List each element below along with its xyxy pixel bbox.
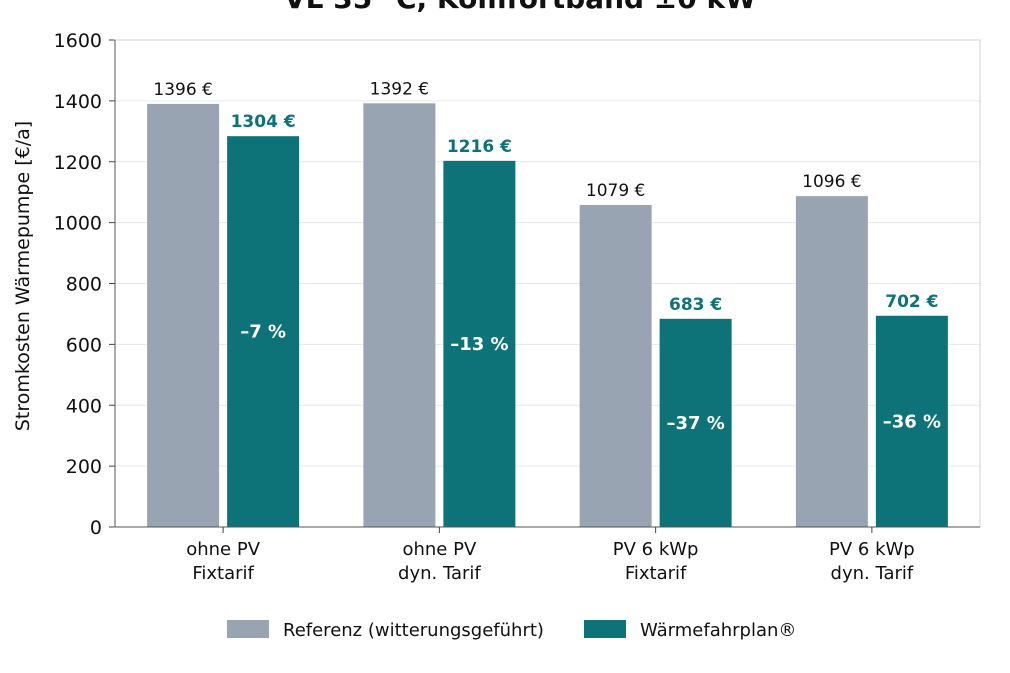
- y-axis-label: Stromkosten Wärmepumpe [€/a]: [12, 121, 34, 431]
- legend-label: Referenz (witterungsgeführt): [283, 620, 544, 641]
- chart-title: VL 35 °C, Komfortband ±0 kW: [284, 0, 756, 15]
- bar-waermefahrplan: [875, 315, 948, 527]
- legend-label: Wärmefahrplan®: [640, 620, 796, 641]
- data-label: 702 €: [885, 292, 938, 312]
- change-label: –37 %: [666, 413, 724, 434]
- change-label: –7 %: [240, 322, 286, 343]
- y-tick-label: 1600: [54, 30, 102, 52]
- data-label: 1096 €: [802, 172, 861, 192]
- change-label: –36 %: [883, 411, 941, 432]
- axes: 0 200 400 600 800 1000 1200 1400 1600 ohne PV Fixt…: [54, 30, 981, 584]
- x-tick-label: dyn. Tarif: [831, 563, 914, 584]
- data-label: 1392 €: [370, 79, 429, 99]
- x-tick-label: PV 6 kWp: [613, 539, 699, 560]
- y-tick-label: 400: [66, 395, 102, 417]
- legend: Referenz (witterungsgeführt) Wärmefahrpla…: [227, 620, 796, 641]
- bar-referenz: [579, 204, 652, 527]
- x-tick-label: ohne PV: [186, 539, 260, 560]
- data-label: 1216 €: [447, 137, 512, 157]
- y-tick-label: 1000: [54, 213, 102, 235]
- data-label: 1396 €: [153, 80, 212, 100]
- change-label: –13 %: [450, 334, 508, 355]
- data-labels: 1396 € 1304 € –7 % 1392 € 1216 € –13 % 1079 € 6…: [153, 79, 941, 434]
- y-tick-label: 1200: [54, 152, 102, 174]
- data-label: 683 €: [669, 295, 722, 315]
- bar-waermefahrplan: [443, 160, 516, 528]
- x-tick-label: dyn. Tarif: [398, 563, 481, 584]
- bar-referenz: [363, 103, 436, 527]
- legend-swatch: [584, 620, 626, 638]
- y-tick-label: 600: [66, 334, 102, 356]
- data-label: 1079 €: [586, 181, 645, 201]
- y-tick-label: 200: [66, 456, 102, 478]
- bar-referenz: [147, 103, 220, 527]
- bar-waermefahrplan: [659, 318, 732, 527]
- y-tick-label: 1400: [54, 91, 102, 113]
- legend-swatch: [227, 620, 269, 638]
- data-label: 1304 €: [231, 112, 296, 132]
- y-tick-label: 0: [90, 517, 102, 539]
- y-tick-label: 800: [66, 274, 102, 296]
- x-tick-label: PV 6 kWp: [829, 539, 915, 560]
- bar-waermefahrplan: [227, 136, 300, 527]
- x-tick-label: Fixtarif: [625, 563, 687, 584]
- bars: [147, 103, 948, 528]
- bar-referenz: [795, 196, 868, 527]
- x-tick-label: Fixtarif: [192, 563, 254, 584]
- x-tick-label: ohne PV: [402, 539, 476, 560]
